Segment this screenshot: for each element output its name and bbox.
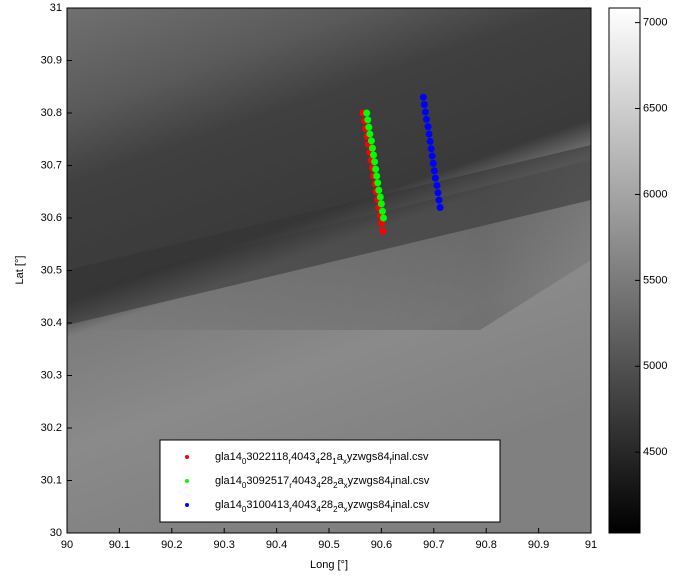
point [375, 187, 382, 194]
x-tick-label: 90.2 [161, 539, 182, 551]
y-tick-label: 30.8 [41, 107, 62, 119]
point [380, 215, 387, 222]
y-tick-label: 30.9 [41, 54, 62, 66]
point [423, 116, 430, 123]
point [426, 131, 433, 138]
point [378, 200, 385, 207]
point [379, 208, 386, 215]
point [428, 145, 435, 152]
figure: Long [°] Lat [°] 90 90.1 90.2 90.3 90.4 90.5 9… [0, 0, 692, 578]
x-tick-label: 90.9 [528, 539, 549, 551]
point [364, 116, 371, 123]
point [369, 145, 376, 152]
point [377, 194, 384, 201]
y-tick-label: 30.2 [41, 422, 62, 434]
point [373, 173, 380, 180]
point [425, 123, 432, 130]
y-tick-label: 31 [50, 2, 62, 14]
colorbar-tick-label: 5500 [643, 274, 667, 286]
y-tick-label: 30.3 [41, 369, 62, 381]
x-tick-label: 90.6 [371, 539, 392, 551]
point [432, 175, 439, 182]
colorbar-tick-label: 6500 [643, 102, 667, 114]
legend-marker [185, 479, 189, 483]
x-tick-label: 90.8 [475, 539, 496, 551]
y-tick-label: 30.7 [41, 159, 62, 171]
y-tick-label: 30.1 [41, 474, 62, 486]
colorbar-tick-label: 5000 [643, 360, 667, 372]
point [433, 182, 440, 189]
legend-marker [185, 503, 189, 507]
point [371, 158, 378, 165]
y-tick-label: 30.5 [41, 264, 62, 276]
y-tick-label: 30.4 [41, 317, 62, 329]
x-tick-label: 91 [585, 539, 597, 551]
point [363, 110, 370, 117]
x-axis-label: Long [°] [310, 559, 348, 571]
point [430, 160, 437, 167]
point [370, 152, 377, 159]
point [427, 138, 434, 145]
x-tick-label: 90.3 [213, 539, 234, 551]
y-tick-label: 30 [50, 527, 62, 539]
point [368, 137, 375, 144]
point [431, 167, 438, 174]
point [372, 166, 379, 173]
x-tick-label: 90.1 [109, 539, 130, 551]
colorbar [609, 8, 640, 533]
x-tick-label: 90.7 [423, 539, 444, 551]
point [421, 101, 428, 108]
y-axis-label: Lat [°] [14, 256, 26, 285]
point [379, 228, 386, 235]
point [436, 197, 443, 204]
colorbar-tick-label: 4500 [643, 446, 667, 458]
y-tick-label: 30.6 [41, 212, 62, 224]
legend-marker [185, 455, 189, 459]
colorbar-tick-label: 7000 [643, 17, 667, 29]
x-tick-label: 90.5 [318, 539, 339, 551]
point [437, 204, 444, 211]
point [365, 124, 372, 131]
point [422, 108, 429, 115]
x-tick-label: 90 [61, 539, 73, 551]
point [366, 131, 373, 138]
point [420, 94, 427, 101]
point [374, 179, 381, 186]
point [434, 189, 441, 196]
colorbar-tick-label: 6000 [643, 188, 667, 200]
point [429, 153, 436, 160]
x-tick-label: 90.4 [266, 539, 287, 551]
